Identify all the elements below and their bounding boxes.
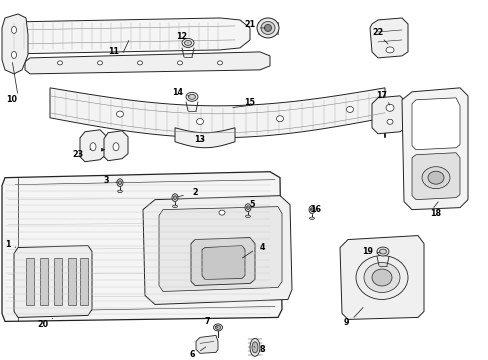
Ellipse shape — [137, 61, 142, 65]
Ellipse shape — [276, 116, 283, 122]
Ellipse shape — [385, 47, 393, 53]
Polygon shape — [202, 246, 244, 279]
Text: 4: 4 — [259, 243, 264, 252]
Polygon shape — [371, 96, 405, 134]
Ellipse shape — [346, 107, 353, 112]
Ellipse shape — [219, 210, 224, 215]
Ellipse shape — [251, 342, 258, 353]
Ellipse shape — [246, 206, 249, 210]
Ellipse shape — [172, 194, 178, 202]
Text: 17: 17 — [376, 91, 386, 100]
Ellipse shape — [116, 111, 123, 117]
Polygon shape — [50, 88, 384, 138]
Polygon shape — [196, 336, 218, 354]
Ellipse shape — [182, 39, 194, 48]
Ellipse shape — [188, 94, 195, 99]
Polygon shape — [159, 207, 282, 292]
Ellipse shape — [264, 24, 271, 31]
Ellipse shape — [172, 205, 177, 207]
Text: 15: 15 — [244, 98, 255, 107]
Text: 9: 9 — [343, 318, 348, 327]
Text: 11: 11 — [108, 48, 119, 57]
Ellipse shape — [309, 217, 314, 220]
Polygon shape — [54, 257, 62, 305]
Ellipse shape — [113, 143, 119, 151]
Ellipse shape — [12, 51, 17, 58]
Text: 19: 19 — [362, 247, 373, 256]
Text: 6: 6 — [189, 350, 194, 359]
Text: 23: 23 — [72, 150, 83, 159]
Text: 16: 16 — [310, 205, 321, 214]
Ellipse shape — [177, 61, 182, 65]
Ellipse shape — [363, 262, 399, 292]
Text: 22: 22 — [372, 28, 383, 37]
Polygon shape — [2, 172, 282, 321]
Ellipse shape — [386, 119, 392, 124]
Ellipse shape — [244, 204, 250, 212]
Ellipse shape — [379, 249, 386, 254]
Polygon shape — [40, 257, 48, 305]
Text: 18: 18 — [429, 209, 441, 218]
Polygon shape — [26, 257, 34, 305]
Text: 5: 5 — [249, 200, 254, 209]
Polygon shape — [411, 153, 459, 200]
Polygon shape — [6, 18, 249, 54]
Ellipse shape — [97, 61, 102, 65]
Polygon shape — [175, 128, 235, 148]
Polygon shape — [80, 257, 88, 305]
Ellipse shape — [308, 206, 314, 213]
Ellipse shape — [118, 181, 121, 184]
Polygon shape — [142, 195, 291, 305]
Polygon shape — [2, 14, 28, 74]
Ellipse shape — [215, 325, 220, 329]
Polygon shape — [80, 130, 106, 162]
Ellipse shape — [117, 179, 123, 186]
Text: 1: 1 — [5, 240, 11, 249]
Ellipse shape — [427, 171, 443, 184]
Ellipse shape — [12, 26, 17, 33]
Polygon shape — [339, 235, 423, 319]
Polygon shape — [68, 257, 76, 305]
Ellipse shape — [213, 324, 222, 331]
Ellipse shape — [385, 104, 393, 111]
Text: 20: 20 — [38, 320, 48, 329]
Polygon shape — [369, 18, 407, 58]
Ellipse shape — [261, 22, 274, 35]
Text: 8: 8 — [259, 345, 264, 354]
Polygon shape — [25, 52, 269, 74]
Polygon shape — [411, 98, 459, 150]
Ellipse shape — [90, 143, 96, 151]
Polygon shape — [104, 131, 128, 161]
Text: 14: 14 — [172, 88, 183, 97]
Ellipse shape — [257, 18, 279, 38]
Ellipse shape — [185, 92, 198, 101]
Ellipse shape — [371, 269, 391, 286]
Text: 7: 7 — [204, 317, 209, 326]
Ellipse shape — [310, 208, 313, 211]
Ellipse shape — [249, 338, 260, 356]
Ellipse shape — [245, 215, 250, 217]
Polygon shape — [14, 246, 92, 318]
Text: 10: 10 — [6, 95, 18, 104]
Ellipse shape — [117, 190, 122, 193]
Ellipse shape — [355, 256, 407, 300]
Polygon shape — [401, 88, 467, 210]
Polygon shape — [191, 238, 254, 285]
Text: 12: 12 — [176, 32, 187, 41]
Text: 13: 13 — [194, 135, 205, 144]
Text: 3: 3 — [103, 176, 108, 185]
Ellipse shape — [58, 61, 62, 65]
Ellipse shape — [421, 167, 449, 189]
Ellipse shape — [196, 118, 203, 125]
Ellipse shape — [376, 247, 388, 256]
Ellipse shape — [173, 196, 176, 199]
Text: 21: 21 — [244, 21, 255, 30]
Ellipse shape — [217, 61, 222, 65]
Ellipse shape — [184, 40, 191, 45]
Text: 2: 2 — [192, 188, 198, 197]
